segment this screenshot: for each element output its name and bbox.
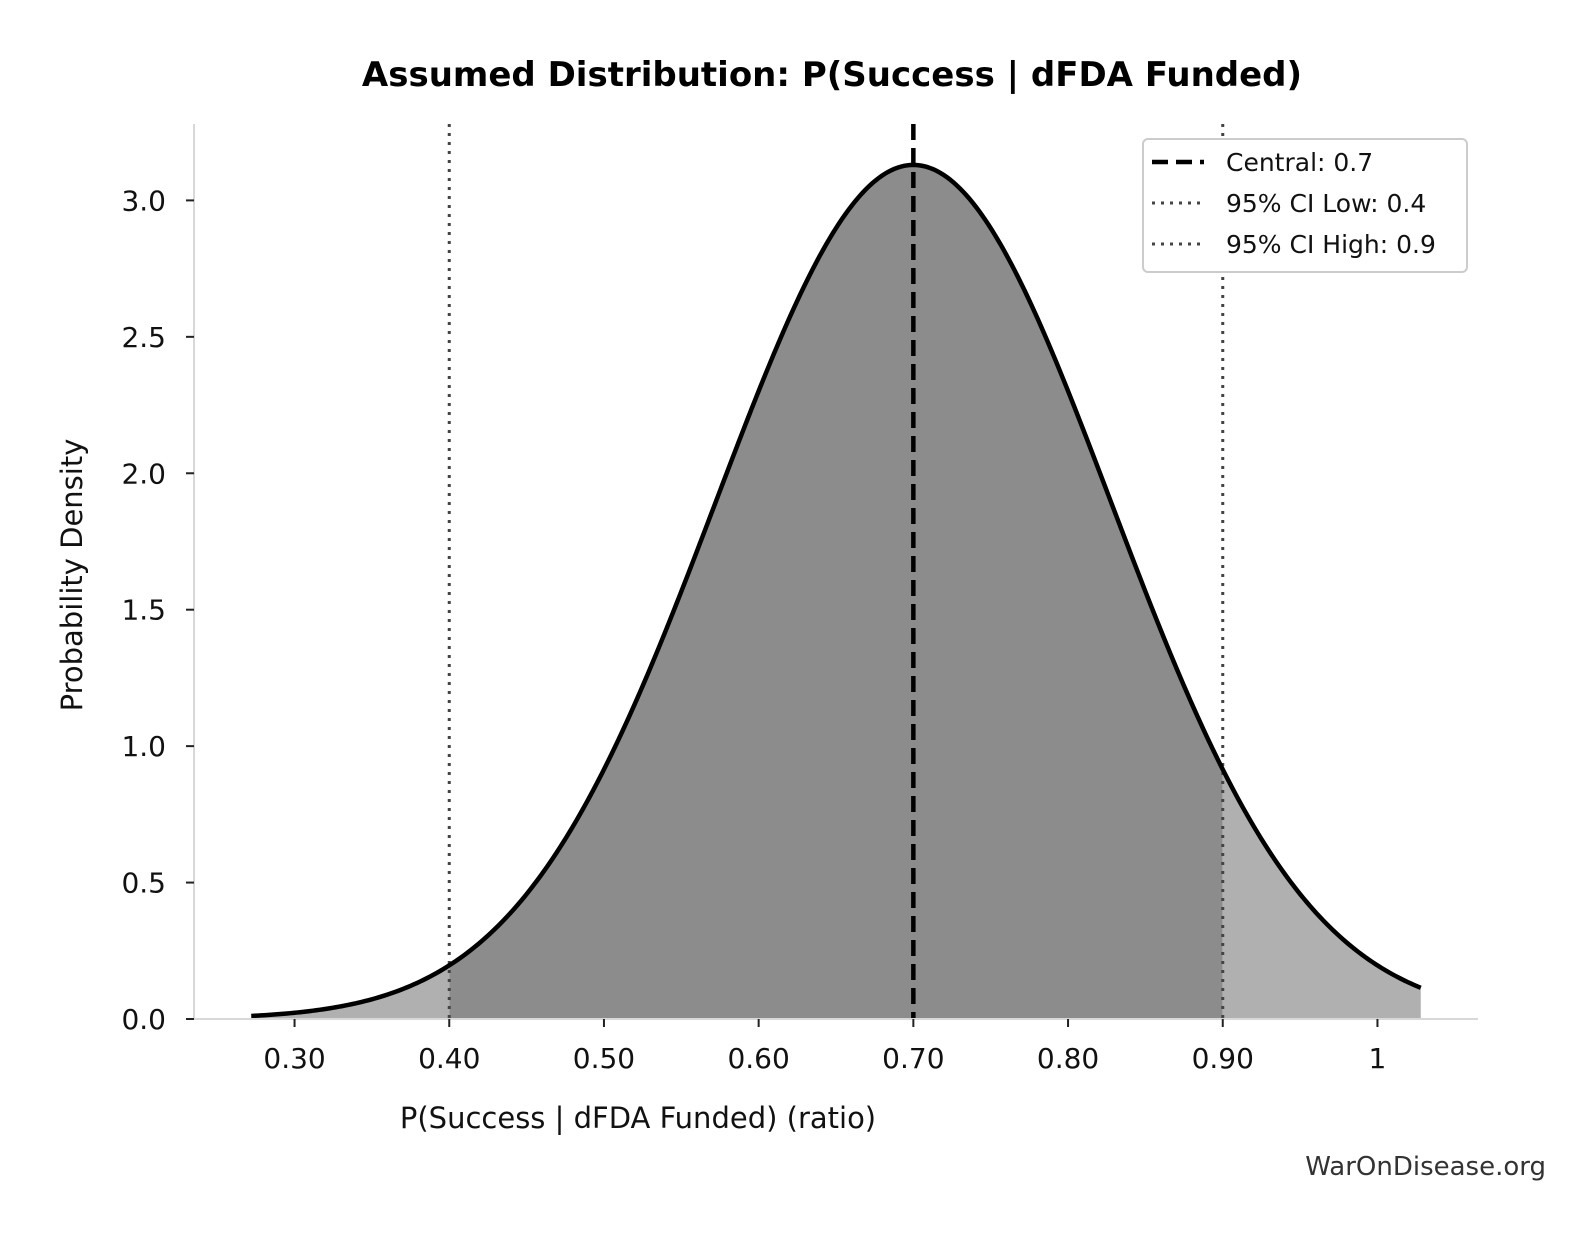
watermark: WarOnDisease.org bbox=[1305, 1152, 1546, 1182]
x-tick-label: 0.60 bbox=[727, 1042, 789, 1075]
x-tick-label: 0.50 bbox=[573, 1042, 635, 1075]
y-tick-label: 2.5 bbox=[121, 321, 166, 354]
x-tick-label: 0.80 bbox=[1037, 1042, 1099, 1075]
x-ticks: 0.30 0.40 0.50 0.60 0.70 0.80 0.90 1 bbox=[263, 1019, 1386, 1075]
y-tick-label: 1.5 bbox=[121, 594, 166, 627]
y-ticks: 0.0 0.5 1.0 1.5 2.0 2.5 3.0 bbox=[121, 184, 194, 1036]
y-tick-label: 3.0 bbox=[121, 184, 166, 217]
y-tick-label: 1.0 bbox=[121, 730, 166, 763]
x-tick-label: 0.30 bbox=[263, 1042, 325, 1075]
legend-box bbox=[1142, 138, 1468, 273]
x-tick-label: 0.40 bbox=[418, 1042, 480, 1075]
legend-label: 95% CI High: 0.9 bbox=[1226, 230, 1436, 259]
y-tick-label: 2.0 bbox=[121, 457, 166, 490]
legend: Central: 0.7 95% CI Low: 0.4 95% CI High: … bbox=[1142, 138, 1468, 273]
y-axis-label: Probability Density bbox=[55, 439, 89, 712]
y-tick-label: 0.5 bbox=[121, 867, 166, 900]
tail-fill-left bbox=[251, 965, 450, 1019]
tail-fill-right bbox=[1222, 769, 1421, 1019]
x-axis-label: P(Success | dFDA Funded) (ratio) bbox=[400, 1101, 876, 1135]
reference-lines bbox=[447, 124, 1225, 1019]
legend-label: Central: 0.7 bbox=[1226, 148, 1373, 177]
x-tick-label: 0.90 bbox=[1192, 1042, 1254, 1075]
chart-title: Assumed Distribution: P(Success | dFDA F… bbox=[362, 55, 1302, 95]
y-tick-label: 0.0 bbox=[121, 1003, 166, 1036]
x-tick-label: 0.70 bbox=[882, 1042, 944, 1075]
density-curve bbox=[251, 162, 1422, 1019]
density-fills bbox=[251, 164, 1421, 1019]
x-tick-label: 1 bbox=[1369, 1042, 1387, 1075]
axes: 0.30 0.40 0.50 0.60 0.70 0.80 0.90 1 0.0 0.5 1.0 1… bbox=[121, 124, 1478, 1075]
legend-label: 95% CI Low: 0.4 bbox=[1226, 189, 1426, 218]
ci-fill bbox=[449, 164, 1223, 1019]
